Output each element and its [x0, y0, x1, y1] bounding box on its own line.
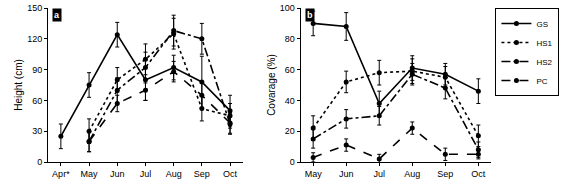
svg-text:20: 20 — [285, 126, 295, 136]
svg-text:90: 90 — [32, 65, 42, 75]
svg-text:60: 60 — [32, 96, 42, 106]
svg-text:Sep: Sep — [194, 169, 210, 179]
svg-text:Aug: Aug — [404, 169, 420, 179]
svg-text:60: 60 — [285, 65, 295, 75]
svg-text:HS1: HS1 — [536, 39, 552, 48]
svg-text:Sep: Sep — [437, 169, 453, 179]
svg-text:Jun: Jun — [339, 169, 354, 179]
svg-text:0: 0 — [290, 157, 295, 167]
svg-text:120: 120 — [27, 34, 42, 44]
svg-text:Oct: Oct — [223, 169, 238, 179]
svg-text:Jul: Jul — [140, 169, 152, 179]
svg-text:30: 30 — [32, 126, 42, 136]
svg-text:HS2: HS2 — [536, 58, 552, 67]
svg-text:b: b — [307, 10, 313, 20]
svg-text:100: 100 — [280, 3, 295, 13]
svg-text:Jun: Jun — [110, 169, 125, 179]
svg-text:GS: GS — [536, 20, 548, 29]
svg-text:Aug: Aug — [166, 169, 182, 179]
svg-text:40: 40 — [285, 96, 295, 106]
svg-text:0: 0 — [37, 157, 42, 167]
svg-text:Covarage (%): Covarage (%) — [266, 54, 277, 116]
svg-text:Oct: Oct — [471, 169, 486, 179]
svg-text:a: a — [54, 10, 60, 20]
svg-text:May: May — [81, 169, 99, 179]
svg-text:May: May — [305, 169, 323, 179]
svg-text:Height (cm): Height (cm) — [13, 59, 24, 111]
svg-text:Apr*: Apr* — [52, 169, 70, 179]
svg-text:PC: PC — [536, 77, 547, 86]
svg-text:80: 80 — [285, 34, 295, 44]
svg-text:Jul: Jul — [373, 169, 385, 179]
svg-text:150: 150 — [27, 3, 42, 13]
